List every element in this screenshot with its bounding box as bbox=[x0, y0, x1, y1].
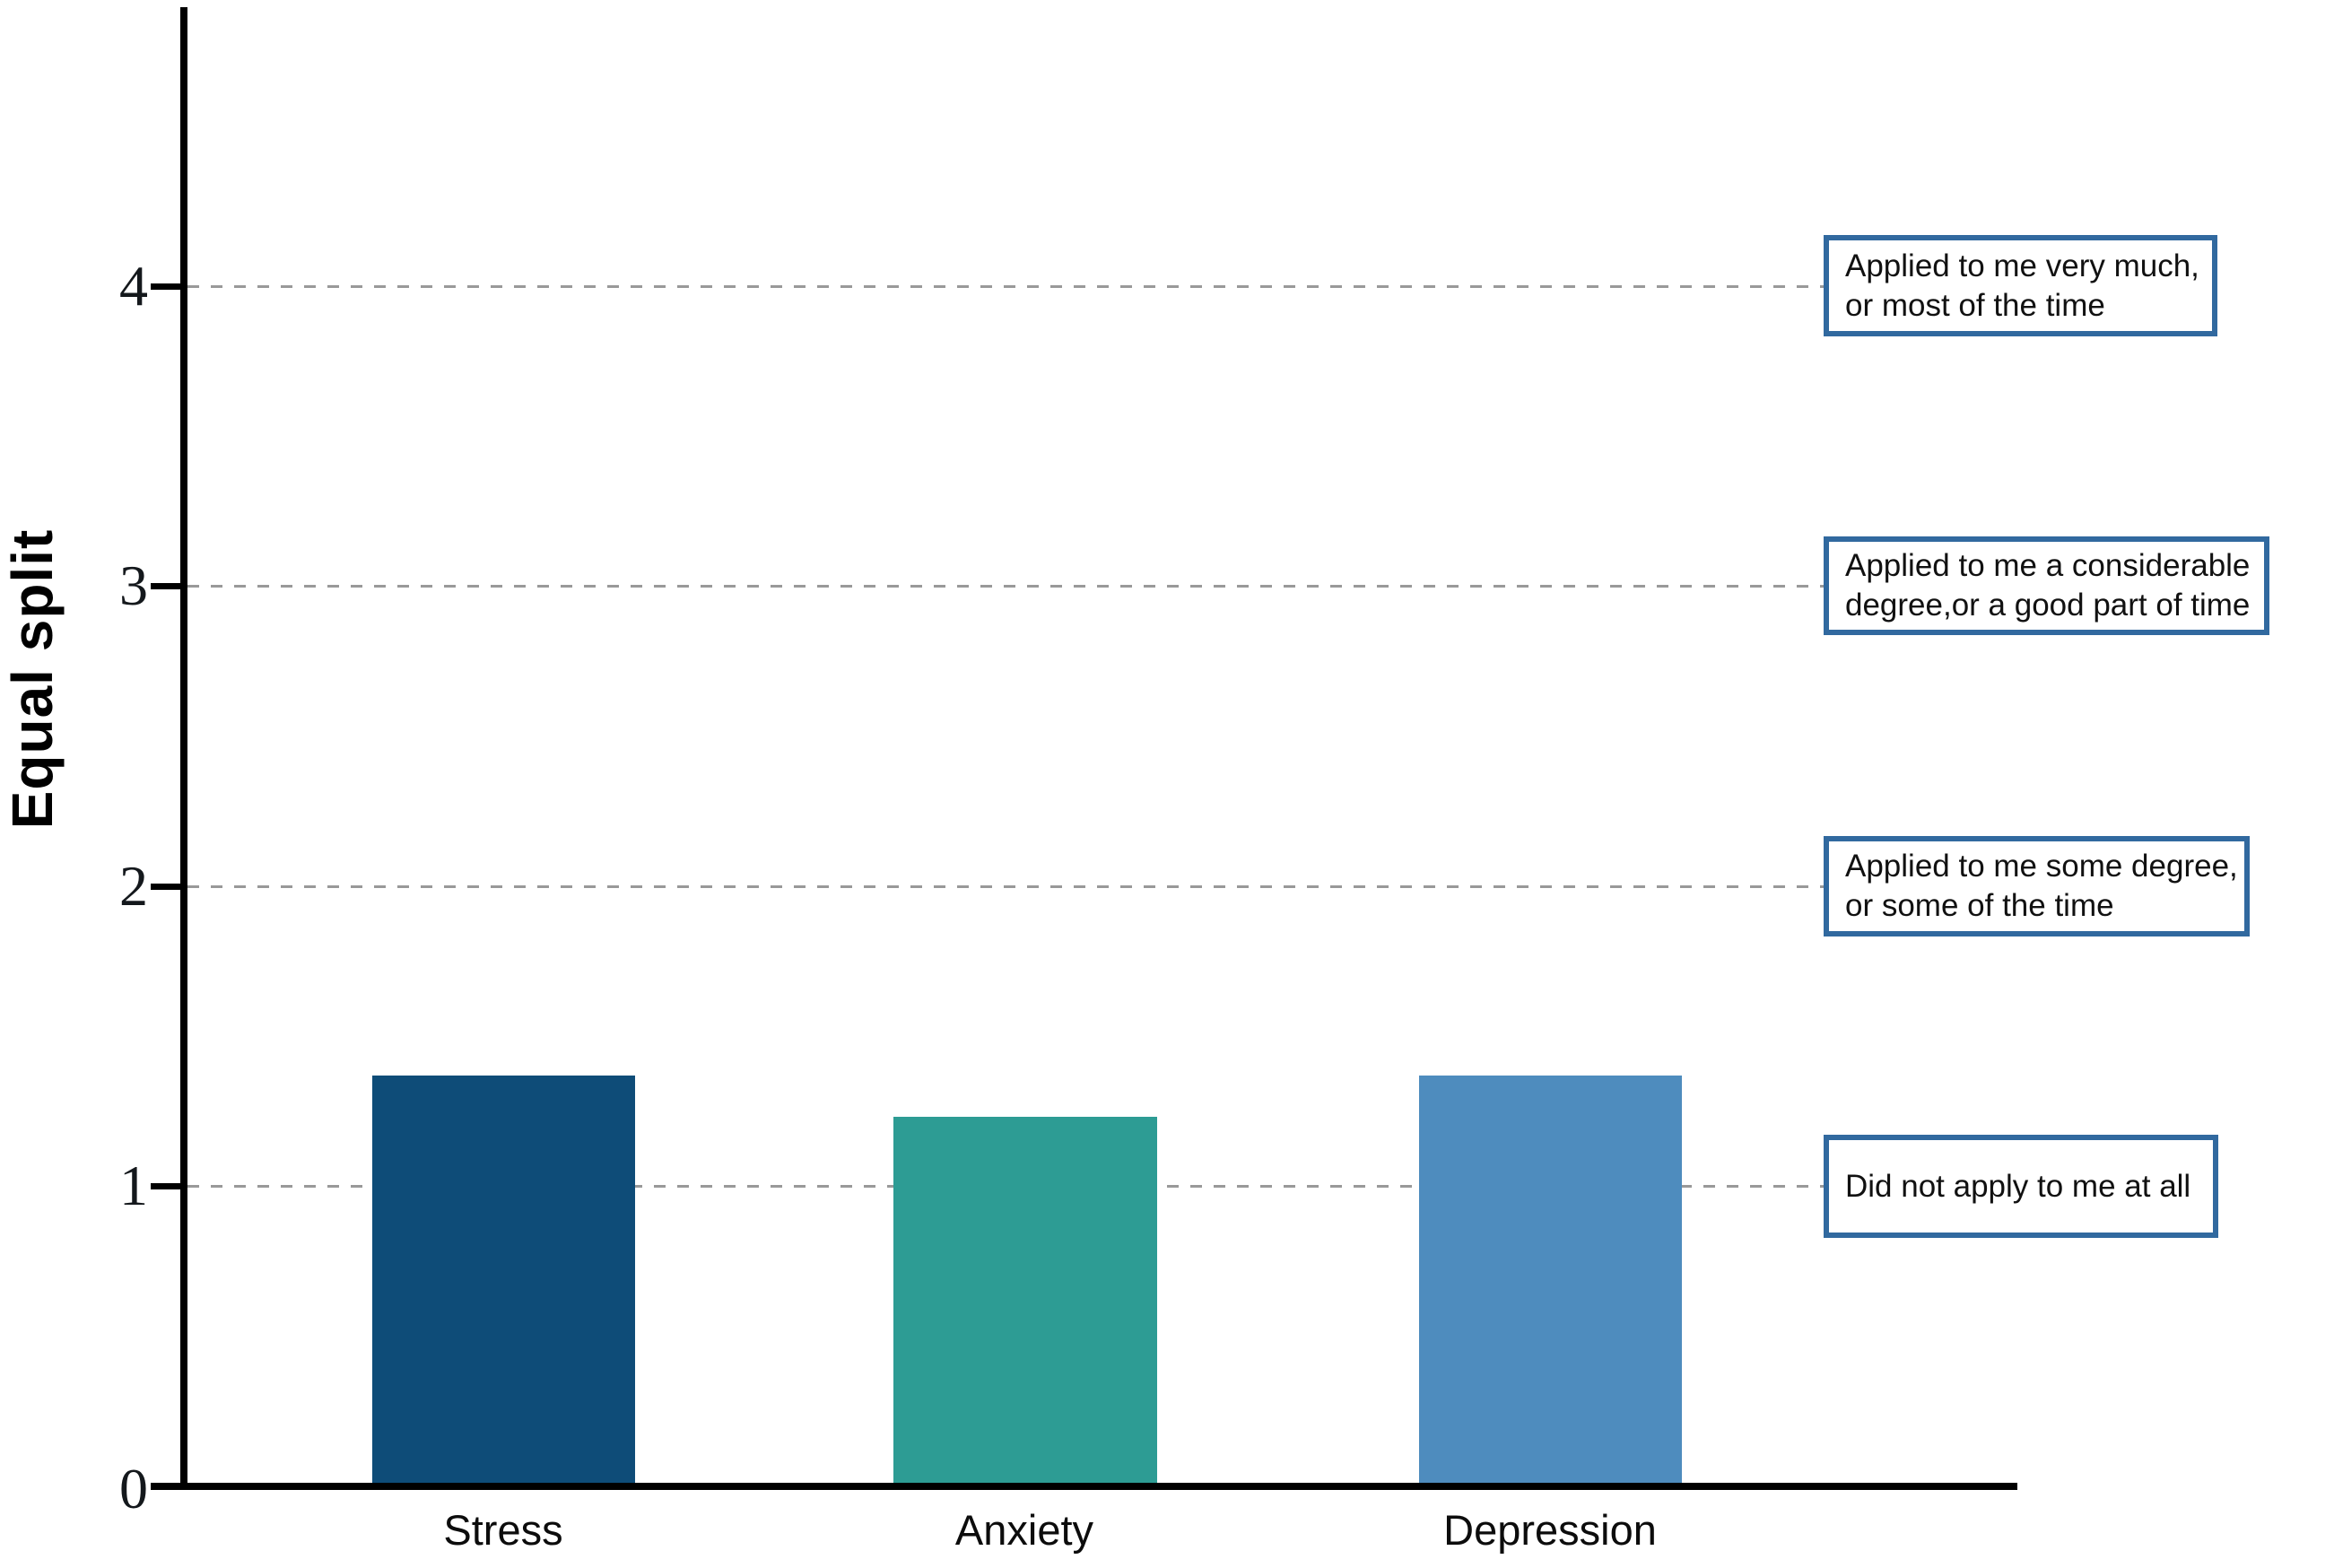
bar-stress bbox=[372, 1076, 635, 1486]
x-label-stress: Stress bbox=[443, 1506, 563, 1554]
y-tick-label-2: 2 bbox=[119, 854, 148, 918]
annotation-text: Applied to me a considerable bbox=[1845, 548, 2251, 583]
y-tick-mark-1 bbox=[151, 1183, 184, 1189]
annotation-text: Did not apply to me at all bbox=[1845, 1168, 2191, 1204]
x-axis-line bbox=[151, 1483, 2017, 1490]
annotation-box-did-not-apply: Did not apply to me at all bbox=[1824, 1135, 2218, 1238]
y-tick-label-3: 3 bbox=[119, 553, 148, 617]
x-label-anxiety: Anxiety bbox=[954, 1506, 1094, 1554]
x-label-depression: Depression bbox=[1443, 1506, 1657, 1554]
gridline-y2 bbox=[187, 585, 1978, 588]
annotation-text: degree,or a good part of time bbox=[1845, 588, 2251, 623]
annotation-box-considerable: Applied to me a considerable degree,or a… bbox=[1824, 536, 2269, 635]
annotation-box-very-much: Applied to me very much, or most of the … bbox=[1824, 235, 2217, 336]
annotation-text: or some of the time bbox=[1845, 888, 2114, 923]
annotation-text: Applied to me some degree, bbox=[1845, 849, 2238, 884]
gridline-y3 bbox=[187, 885, 1978, 888]
annotation-box-some-degree: Applied to me some degree, or some of th… bbox=[1824, 836, 2250, 936]
y-axis-line bbox=[180, 7, 187, 1490]
bar-anxiety bbox=[893, 1117, 1157, 1486]
gridline-y1 bbox=[187, 285, 1978, 288]
annotation-text: Applied to me very much, bbox=[1845, 248, 2199, 283]
y-tick-label-0: 0 bbox=[119, 1457, 148, 1520]
y-tick-mark-3 bbox=[151, 583, 184, 589]
y-tick-label-1: 1 bbox=[119, 1154, 148, 1217]
y-axis-title: Equal split bbox=[0, 528, 65, 830]
y-tick-mark-4 bbox=[151, 283, 184, 290]
y-tick-mark-2 bbox=[151, 884, 184, 890]
y-tick-label-4: 4 bbox=[119, 254, 148, 318]
bar-depression bbox=[1419, 1076, 1682, 1486]
annotation-text: or most of the time bbox=[1845, 287, 2105, 323]
